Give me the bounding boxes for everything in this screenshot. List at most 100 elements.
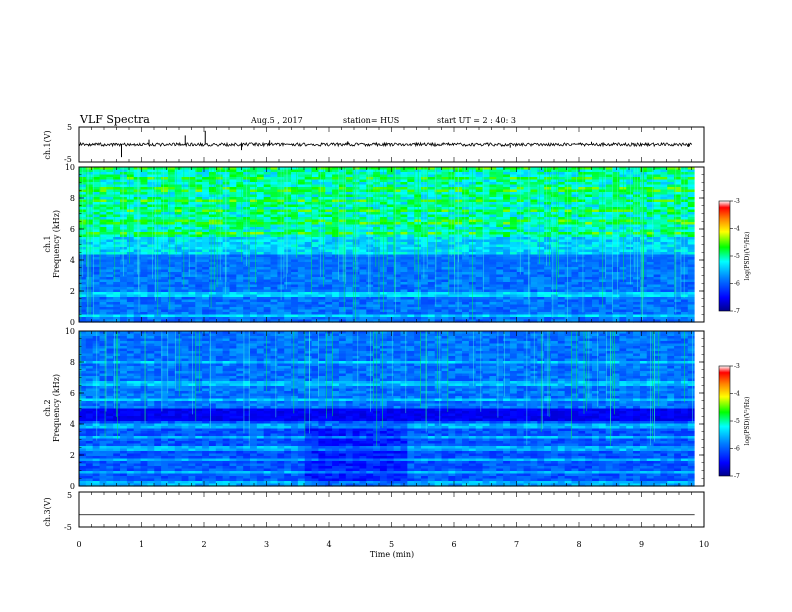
- spectrogram-cell: [407, 229, 415, 233]
- spectrogram-cell: [256, 244, 265, 248]
- spectrogram-cell: [85, 262, 94, 266]
- spectrogram-cell: [564, 189, 573, 193]
- spectrogram-cell: [297, 254, 306, 258]
- spectrogram-cell: [441, 179, 449, 183]
- spectrogram-cell: [325, 222, 333, 226]
- spectrogram-cell: [612, 297, 620, 301]
- spectrogram-cell: [564, 202, 573, 206]
- spectrogram-cell: [140, 292, 149, 296]
- spectrogram-cell: [496, 269, 504, 273]
- spectrogram-cell: [544, 212, 552, 216]
- spectrogram-cell: [509, 227, 518, 231]
- spectrogram-cell: [373, 189, 381, 193]
- spectrogram-cell: [99, 219, 107, 223]
- spectrogram-cell: [448, 227, 456, 231]
- spectrogram-cell: [352, 297, 361, 301]
- spectrogram-cell: [646, 212, 655, 216]
- spectrogram-cell: [612, 252, 620, 256]
- spectrogram-cell: [147, 197, 155, 201]
- spectrogram-cell: [284, 224, 292, 228]
- spectrogram-cell: [147, 189, 155, 193]
- spectrogram-cell: [291, 279, 299, 283]
- spectrogram-cell: [639, 284, 648, 288]
- spectrogram-cell: [550, 244, 559, 248]
- spectrogram-cell: [680, 287, 689, 291]
- spectrogram-cell: [475, 279, 484, 283]
- spectrogram-cell: [509, 212, 518, 216]
- spectrogram-cell: [489, 169, 497, 173]
- spectrogram-cell: [680, 284, 689, 288]
- spectrogram-cell: [530, 232, 538, 236]
- spectrogram-cell: [202, 204, 210, 208]
- spectrogram-cell: [489, 184, 497, 188]
- spectrogram-cell: [646, 169, 655, 173]
- spectrogram-cell: [489, 202, 497, 206]
- spectrogram-cell: [571, 167, 579, 171]
- spectrogram-cell: [633, 289, 641, 293]
- spectrogram-cell: [674, 252, 682, 256]
- spectrogram-cell: [557, 184, 566, 188]
- spectrogram-cell: [263, 227, 272, 231]
- spectrogram-cell: [291, 192, 299, 196]
- spectrogram-cell: [113, 209, 121, 213]
- spectrogram-cell: [325, 237, 333, 241]
- spectrogram-cell: [92, 244, 101, 248]
- spectrogram-cell: [633, 297, 641, 301]
- spectrogram-cell: [297, 282, 306, 286]
- spectrogram-cell: [557, 214, 566, 218]
- spectrogram-cell: [660, 227, 668, 231]
- spectrogram-cell: [407, 272, 415, 276]
- spectrogram-cell: [612, 219, 620, 223]
- spectrogram-cell: [605, 244, 614, 248]
- spectrogram-cell: [373, 192, 381, 196]
- spectrogram-cell: [653, 252, 662, 256]
- spectrogram-cell: [434, 274, 443, 278]
- spectrogram-cell: [92, 184, 101, 188]
- spectrogram-cell: [291, 197, 299, 201]
- spectrogram-cell: [407, 267, 415, 271]
- spectrogram-cell: [188, 239, 196, 243]
- spectrogram-cell: [530, 294, 538, 298]
- spectrogram-cell: [181, 237, 190, 241]
- spectrogram-cell: [448, 257, 456, 261]
- spectrogram-cell: [284, 279, 292, 283]
- spectrogram-cell: [660, 189, 668, 193]
- spectrogram-cell: [489, 294, 497, 298]
- spectrogram-cell: [660, 294, 668, 298]
- spectrogram-cell: [359, 239, 367, 243]
- spectrogram-cell: [407, 237, 415, 241]
- spectrogram-cell: [256, 177, 265, 181]
- spectrogram-cell: [421, 287, 429, 291]
- spectrogram-cell: [345, 234, 354, 238]
- spectrogram-cell: [243, 284, 251, 288]
- spectrogram-cell: [578, 284, 586, 288]
- spectrogram-cell: [619, 262, 627, 266]
- spectrogram-cell: [140, 269, 149, 273]
- spectrogram-cell: [120, 294, 128, 298]
- spectrogram-cell: [99, 239, 107, 243]
- spectrogram-cell: [359, 244, 367, 248]
- spectrogram-cell: [215, 234, 224, 238]
- spectrogram-cell: [571, 197, 579, 201]
- spectrogram-cell: [161, 299, 169, 303]
- spectrogram-cell: [557, 174, 566, 178]
- spectrogram-cell: [284, 299, 292, 303]
- spectrogram-cell: [147, 222, 155, 226]
- spectrogram-cell: [161, 292, 169, 296]
- spectrogram-cell: [99, 179, 107, 183]
- spectrogram-cell: [352, 187, 361, 191]
- spectrogram-cell: [455, 274, 463, 278]
- spectrogram-cell: [140, 187, 149, 191]
- spectrogram-cell: [414, 282, 422, 286]
- spectrogram-cell: [161, 279, 169, 283]
- spectrogram-cell: [243, 239, 251, 243]
- spectrogram-cell: [147, 217, 155, 221]
- spectrogram-cell: [208, 292, 217, 296]
- spectrogram-cell: [448, 167, 456, 171]
- spectrogram-cell: [256, 232, 265, 236]
- spectrogram-cell: [674, 197, 682, 201]
- spectrogram-cell: [236, 207, 244, 211]
- spectrogram-cell: [318, 299, 326, 303]
- spectrogram-cell: [605, 207, 614, 211]
- spectrogram-cell: [633, 209, 641, 213]
